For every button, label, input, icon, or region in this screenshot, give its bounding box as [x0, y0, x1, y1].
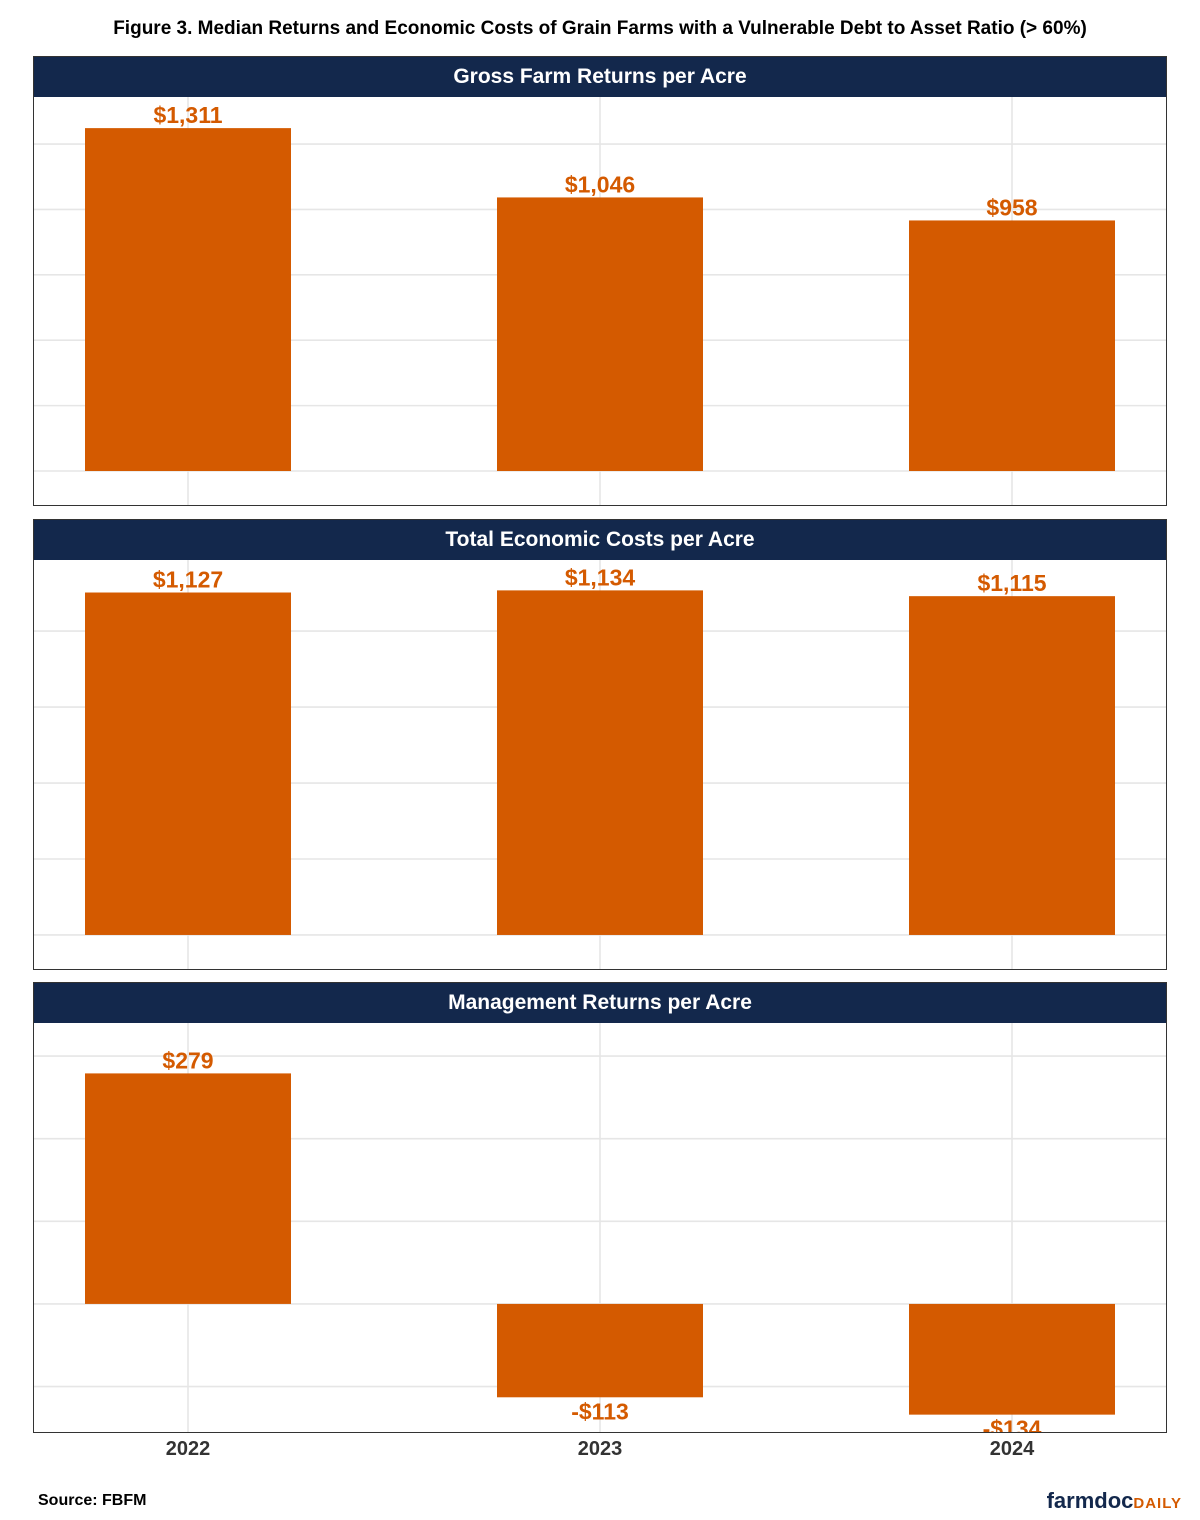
panel-title: Total Economic Costs per Acre [34, 520, 1166, 560]
bar [909, 1303, 1115, 1415]
data-label: $1,127 [153, 567, 223, 593]
plot-area: $1,127 $1,134 $1,115 [34, 560, 1166, 969]
bar [85, 128, 291, 471]
bar [85, 1073, 291, 1304]
x-tick-label: 2023 [577, 1438, 623, 1460]
bar [497, 1303, 703, 1398]
bar [497, 590, 703, 935]
figure-title: Figure 3. Median Returns and Economic Co… [113, 18, 1087, 39]
bar [85, 592, 291, 935]
data-label: $958 [986, 194, 1037, 220]
data-label: -$134 [983, 1416, 1042, 1432]
source-note: Source: FBFM [38, 1492, 147, 1509]
panel-title: Gross Farm Returns per Acre [34, 57, 1166, 97]
data-label: -$113 [571, 1398, 629, 1424]
panel-management-returns: Management Returns per Acre $279 -$113 -$1… [33, 982, 1167, 1433]
plot-area: $1,311 $1,046 $958 [34, 97, 1166, 505]
bar [909, 220, 1115, 471]
data-label: $1,046 [565, 171, 635, 197]
bar [909, 596, 1115, 935]
bar [497, 197, 703, 471]
x-tick-label: 2024 [989, 1438, 1035, 1460]
panel-gross-farm-returns: Gross Farm Returns per Acre $1,311 $1,046… [33, 56, 1167, 506]
data-label: $279 [162, 1047, 213, 1073]
plot-area: $279 -$113 -$134 [34, 1023, 1166, 1432]
data-label: $1,311 [153, 102, 222, 128]
data-label: $1,134 [565, 564, 636, 590]
panel-title: Management Returns per Acre [34, 983, 1166, 1023]
data-label: $1,115 [977, 570, 1046, 596]
x-tick-label: 2022 [165, 1438, 211, 1460]
farmdoc-daily-logo: farmdocDAILY [1046, 1488, 1182, 1513]
panel-total-economic-costs: Total Economic Costs per Acre $1,127 $1,1… [33, 519, 1167, 970]
